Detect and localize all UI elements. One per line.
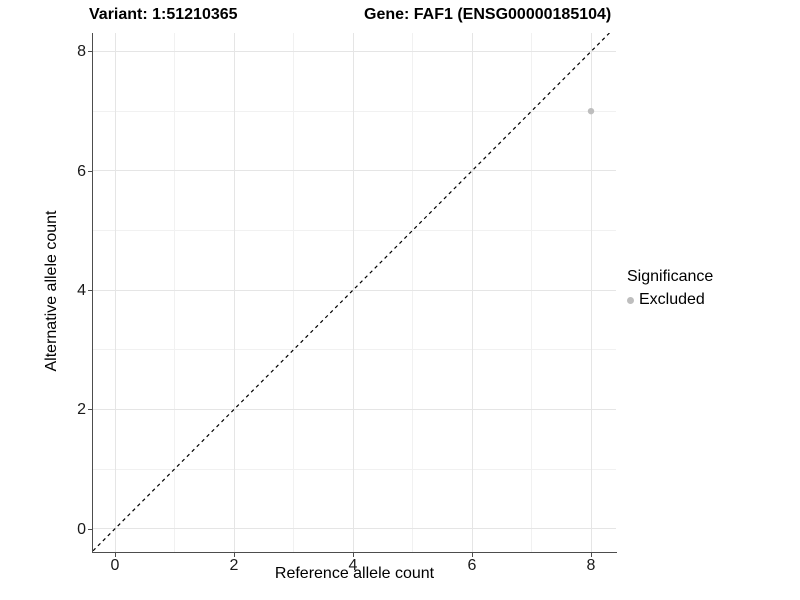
x-axis-label: Reference allele count [274,565,435,582]
y-axis-tick [88,51,92,53]
major-gridline-x [114,33,116,552]
y-axis-tick [88,290,92,292]
y-axis-tick [88,528,92,530]
y-tick-label: 2 [77,401,86,419]
minor-gridline-y [93,229,616,231]
x-tick-label: 4 [348,557,358,574]
x-axis-tick [115,553,116,557]
legend: Significance Excluded [627,268,713,309]
y-tick-label: 4 [77,282,86,300]
major-gridline-y [93,289,616,291]
legend-item: Excluded [627,291,713,309]
x-tick-label: 2 [229,557,239,574]
major-gridline-x [233,33,235,552]
minor-gridline-y [93,468,616,470]
major-gridline-y [93,50,616,52]
minor-gridline-y [93,349,616,351]
plot-title-variant: Variant: 1:51210365 [89,6,238,23]
legend-key-dot [627,296,634,304]
major-gridline-y [93,170,616,172]
minor-gridline-x [412,33,413,552]
minor-gridline-x [531,33,532,552]
major-gridline-x [471,33,473,552]
y-tick-label: 6 [77,162,86,180]
x-tick-label: 8 [586,557,596,574]
major-gridline-x [352,33,354,552]
identity-dashed-line [93,33,610,552]
major-gridline-y [93,528,616,530]
legend-title: Significance [627,268,714,285]
major-gridline-y [93,408,616,410]
legend-item-label: Excluded [639,291,705,308]
y-tick-label: 0 [77,520,86,538]
x-axis-tick [472,553,473,557]
y-axis-line [92,33,93,553]
minor-gridline-x [174,33,175,552]
x-axis-tick [353,553,354,557]
y-axis-tick [88,170,92,172]
x-axis-tick [591,553,592,557]
x-axis-line [92,552,617,553]
minor-gridline-y [93,110,616,112]
y-tick-label: 8 [77,43,86,61]
x-tick-label: 0 [110,557,120,574]
x-tick-label: 6 [467,557,477,574]
minor-gridline-x [293,33,294,552]
plot-overlay [93,33,610,552]
x-axis-tick [234,553,235,557]
plot-panel [93,33,616,552]
major-gridline-x [590,33,592,552]
legend-items: Excluded [627,291,713,309]
plot-title-gene: Gene: FAF1 (ENSG00000185104) [364,6,612,23]
data-point [587,107,595,115]
y-axis-tick [88,409,92,411]
